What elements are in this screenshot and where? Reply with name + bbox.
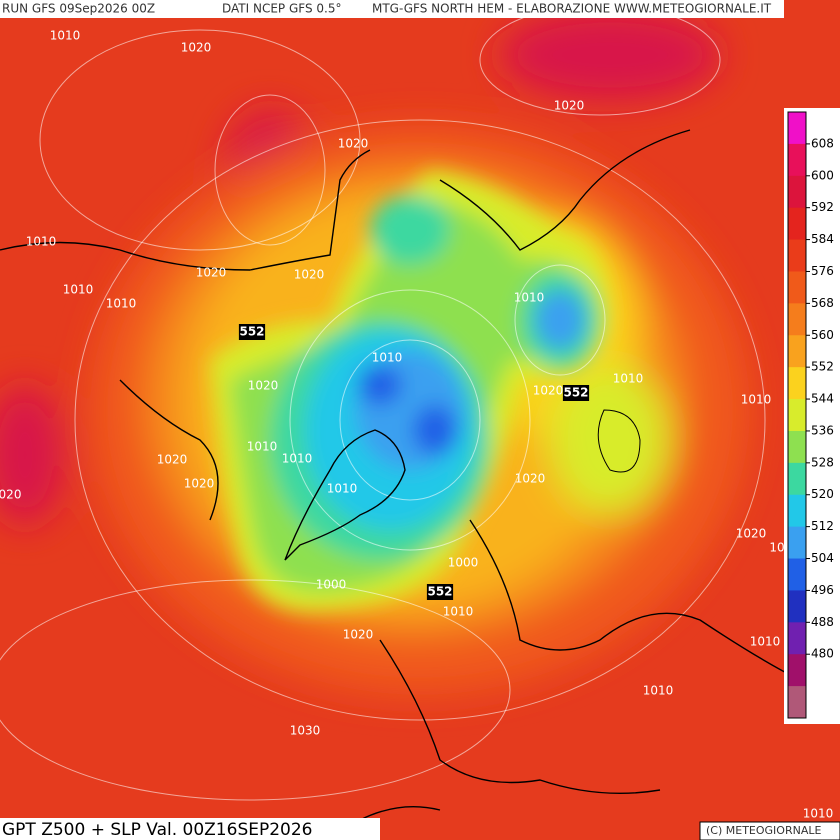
contour-label: 1000 <box>448 556 479 570</box>
contour-label: 1020 <box>515 472 546 486</box>
label-box <box>562 385 590 401</box>
legend-band <box>788 239 806 272</box>
contour-label: 1010 <box>282 452 313 466</box>
contour-label: 1020 <box>248 379 279 393</box>
contour-label: 1000 <box>316 578 347 592</box>
footer-credit: (C) METEOGIORNALE <box>706 824 821 837</box>
contour-label: 1010 <box>443 605 474 619</box>
legend-band <box>788 494 806 528</box>
contour-label: 552 <box>427 585 452 599</box>
contour-label: 1010 <box>803 807 834 821</box>
contour-label: 1010 <box>247 440 278 454</box>
contour-label: 1020 <box>343 628 374 642</box>
contour-label: 552 <box>563 386 588 400</box>
legend-band <box>788 654 806 687</box>
contour-label: 1010 <box>643 684 674 698</box>
contour-label: 020 <box>0 488 21 502</box>
legend-label: 512 <box>811 519 834 533</box>
contour-label: 1010 <box>26 235 57 249</box>
contour-label: 1010 <box>106 297 137 311</box>
contour-label: 1020 <box>196 266 227 280</box>
legend-band <box>788 175 806 209</box>
contour-label: 1020 <box>736 527 767 541</box>
legend-label: 552 <box>811 360 834 374</box>
footer-title: GPT Z500 + SLP Val. 00Z16SEP2026 <box>2 820 313 840</box>
legend-frame <box>787 111 807 719</box>
contour-label: 1020 <box>533 384 564 398</box>
contour-label: 1020 <box>554 99 585 113</box>
contour-label: 1010 <box>750 635 781 649</box>
contour-label: 552 <box>239 325 264 339</box>
color-legend: 608 600 592 584 576 568 560 552 544 536 528 520 512 5… <box>784 108 840 724</box>
legend-label: 520 <box>811 487 834 501</box>
contour-label: 1010 <box>63 283 94 297</box>
legend-band <box>788 367 806 400</box>
source-label: DATI NCEP GFS 0.5° <box>222 2 341 16</box>
header-bar: RUN GFS 09Sep2026 00Z DATI NCEP GFS 0.5°… <box>0 0 784 18</box>
legend-band <box>788 622 806 655</box>
contour-label: 1010 <box>514 291 545 305</box>
legend-band <box>788 526 806 560</box>
legend-band <box>788 590 806 623</box>
label-box <box>426 584 454 600</box>
legend-label: 536 <box>811 423 834 437</box>
legend-label: 592 <box>811 200 834 214</box>
legend-band <box>788 112 806 145</box>
legend-label: 480 <box>811 647 834 661</box>
header-title: MTG-GFS NORTH HEM - ELABORAZIONE WWW.MET… <box>372 2 772 16</box>
legend-band <box>788 143 806 177</box>
legend-band <box>788 558 806 591</box>
contour-label: 1010 <box>613 372 644 386</box>
legend-label: 504 <box>811 551 834 565</box>
contour-label: 1020 <box>184 477 215 491</box>
legend-band <box>788 303 806 336</box>
legend-band <box>788 462 806 496</box>
legend-label: 584 <box>811 232 834 246</box>
legend-band <box>788 207 806 241</box>
legend-band <box>788 399 806 432</box>
contour-label: 1010 <box>50 29 81 43</box>
contour-label: 10 <box>769 541 784 555</box>
legend-label: 496 <box>811 583 834 597</box>
contour-label: 1030 <box>290 724 321 738</box>
legend-label: 608 <box>811 136 834 150</box>
legend-band <box>788 271 806 304</box>
run-label: RUN GFS 09Sep2026 00Z <box>2 2 155 16</box>
legend-label: 600 <box>811 168 834 182</box>
legend-label: 568 <box>811 296 834 310</box>
legend-label: 528 <box>811 455 834 469</box>
legend-label: 544 <box>811 392 834 406</box>
label-box <box>238 324 266 340</box>
legend-band <box>788 686 806 719</box>
footer-bar: GPT Z500 + SLP Val. 00Z16SEP2026 (C) MET… <box>0 818 840 840</box>
contour-label: 1010 <box>741 393 772 407</box>
contour-label: 1020 <box>157 453 188 467</box>
legend-label: 576 <box>811 264 834 278</box>
contour-label: 1020 <box>294 268 325 282</box>
legend-band <box>788 335 806 368</box>
contour-label: 1010 <box>327 482 358 496</box>
contour-label: 1020 <box>181 41 212 55</box>
legend-band <box>788 430 806 464</box>
contour-label: 1020 <box>338 137 369 151</box>
legend-label: 488 <box>811 615 834 629</box>
legend-label: 560 <box>811 328 834 342</box>
contour-label: 1010 <box>372 351 403 365</box>
